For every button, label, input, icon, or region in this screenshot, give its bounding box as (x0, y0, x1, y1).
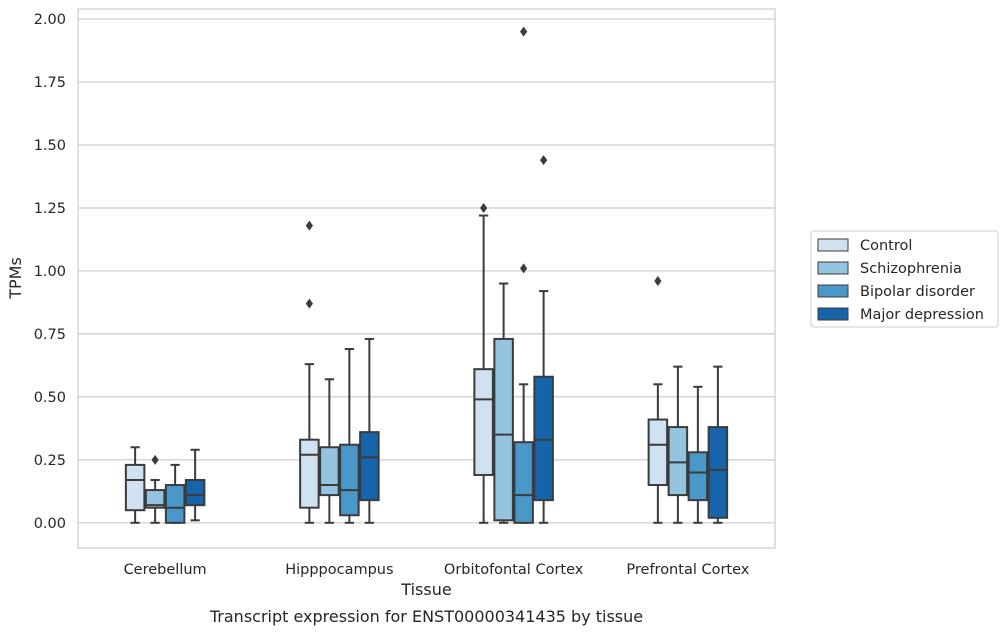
box-iqr (299, 438, 320, 509)
box-bipolar-disorder (164, 463, 186, 524)
x-axis-label: Tissue (400, 580, 451, 599)
box-control (473, 202, 494, 524)
box-schizophrenia (319, 378, 340, 524)
outlier-point (540, 155, 548, 166)
box-iqr (144, 489, 166, 509)
x-tick-labels: Cerebellum Hipppocampus Orbitofontal Corte… (124, 562, 750, 578)
box-control (299, 220, 320, 524)
outlier-point (520, 26, 528, 37)
y-axis-label: TPMs (6, 257, 25, 300)
legend-label: Schizophrenia (860, 261, 962, 277)
box-iqr (359, 431, 380, 502)
box-schizophrenia (144, 454, 166, 524)
box-iqr (164, 484, 186, 524)
box-control (647, 276, 669, 524)
outlier-point (654, 276, 662, 287)
y-tick-label: 1.25 (34, 201, 66, 217)
y-tick-label: 1.75 (34, 75, 66, 91)
outlier-point (305, 298, 313, 309)
y-tick-label: 0.75 (34, 327, 66, 343)
box-major-depression (533, 155, 554, 524)
box-bipolar-disorder (339, 348, 360, 524)
y-tick-label: 0.25 (34, 453, 66, 469)
legend-label: Major depression (860, 307, 984, 323)
legend-frame (810, 230, 999, 328)
legend: Control Schizophrenia Bipolar disorder Majo… (810, 230, 999, 328)
legend-swatch (817, 284, 849, 298)
box-bipolar-disorder (513, 26, 534, 524)
box-iqr (533, 375, 554, 502)
figure-caption: Transcript expression for ENST0000034143… (209, 607, 643, 626)
box-control (124, 446, 146, 524)
box-schizophrenia (667, 365, 689, 524)
box-iqr (339, 443, 360, 517)
y-tick-label: 0.50 (34, 390, 66, 406)
box-major-depression (359, 337, 380, 524)
y-tick-label: 2.00 (34, 12, 66, 28)
legend-swatch (817, 307, 849, 321)
box-iqr (513, 441, 534, 524)
grid-lines (78, 18, 775, 524)
box-iqr (319, 446, 340, 497)
x-tick-label: Orbitofontal Cortex (444, 562, 584, 578)
box-bipolar-disorder (687, 385, 709, 524)
outlier-point (305, 220, 313, 231)
legend-swatch (817, 261, 849, 275)
outlier-point (520, 263, 528, 274)
box-series (124, 26, 729, 524)
box-iqr (647, 418, 669, 487)
box-iqr (687, 451, 709, 502)
outlier-point (480, 202, 488, 213)
x-tick-label: Prefrontal Cortex (626, 562, 749, 578)
plot-frame (77, 8, 776, 549)
y-tick-label: 1.50 (34, 138, 66, 154)
x-tick-label: Cerebellum (124, 562, 207, 578)
legend-swatch (817, 238, 849, 252)
box-major-depression (707, 365, 729, 524)
box-iqr (707, 426, 729, 519)
box-major-depression (184, 448, 206, 522)
legend-label: Control (860, 238, 912, 254)
box-iqr (124, 463, 146, 512)
x-tick-label: Hipppocampus (285, 562, 393, 578)
legend-label: Bipolar disorder (860, 284, 975, 300)
outlier-point (151, 454, 159, 465)
box-iqr (184, 478, 206, 507)
box-iqr (667, 426, 689, 497)
box-schizophrenia (493, 282, 514, 524)
y-tick-label: 1.00 (34, 264, 66, 280)
box-iqr (473, 368, 494, 476)
y-tick-label: 0.00 (34, 516, 66, 532)
y-tick-labels: 0.00 0.25 0.50 0.75 1.00 1.25 1.50 1.75 2.00 (34, 12, 66, 532)
box-iqr (493, 337, 514, 522)
